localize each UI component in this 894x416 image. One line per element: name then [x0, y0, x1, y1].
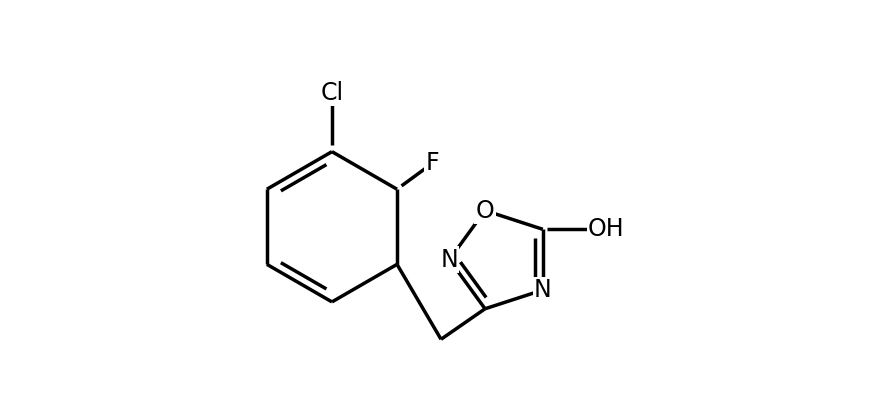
Text: N: N — [534, 278, 552, 302]
Text: N: N — [441, 248, 459, 272]
Text: Cl: Cl — [320, 81, 343, 105]
Text: OH: OH — [588, 217, 625, 241]
Text: F: F — [426, 151, 439, 176]
Text: O: O — [476, 198, 494, 223]
